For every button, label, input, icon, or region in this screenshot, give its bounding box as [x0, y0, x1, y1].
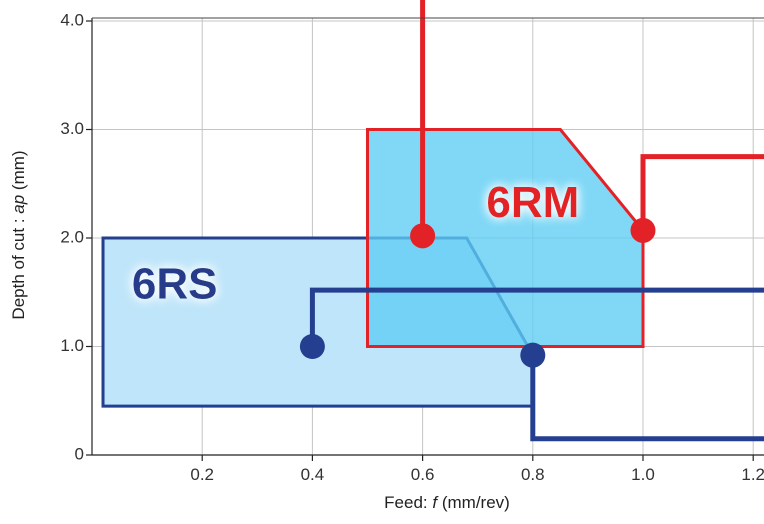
- x-tick-label: 0.8: [521, 465, 545, 484]
- x-tick-label: 0.2: [190, 465, 214, 484]
- 6RM-callout-b-dot: [630, 217, 656, 243]
- region-label-6RM: 6RM: [486, 178, 579, 227]
- y-tick-label: 3.0: [60, 119, 84, 138]
- 6RS-callout-a-dot: [299, 334, 325, 359]
- x-tick-label: 1.0: [631, 465, 655, 484]
- 6RM-callout-a-dot: [410, 223, 436, 249]
- y-axis-label: Depth of cut : ap (mm): [9, 150, 28, 319]
- x-axis-label: Feed: f (mm/rev): [384, 493, 510, 512]
- y-tick-label: 0: [75, 444, 84, 463]
- y-tick-label: 4.0: [60, 10, 84, 29]
- y-tick-label: 2.0: [60, 227, 84, 246]
- region-label-6RS: 6RS: [132, 259, 218, 308]
- callouts: [299, 0, 764, 442]
- x-tick-label: 0.6: [411, 465, 435, 484]
- 6RS-callout-b-line: [530, 355, 764, 442]
- y-tick-label: 1.0: [60, 336, 84, 355]
- 6RS-callout-a-line: [309, 287, 764, 347]
- region-labels: 6RS 6RM: [132, 178, 579, 308]
- x-tick-label: 0.4: [301, 465, 325, 484]
- 6RS-callout-b-dot: [520, 342, 546, 368]
- axes: 0 1.0 2.0 3.0 4.0 0.2 0.4 0.6 0.8 1.0 1.2 Feed: f (…: [9, 10, 764, 512]
- x-tick-label: 1.2: [741, 465, 764, 484]
- 6RM-callout-b-line: [640, 154, 764, 231]
- region-6RM: [366, 128, 645, 348]
